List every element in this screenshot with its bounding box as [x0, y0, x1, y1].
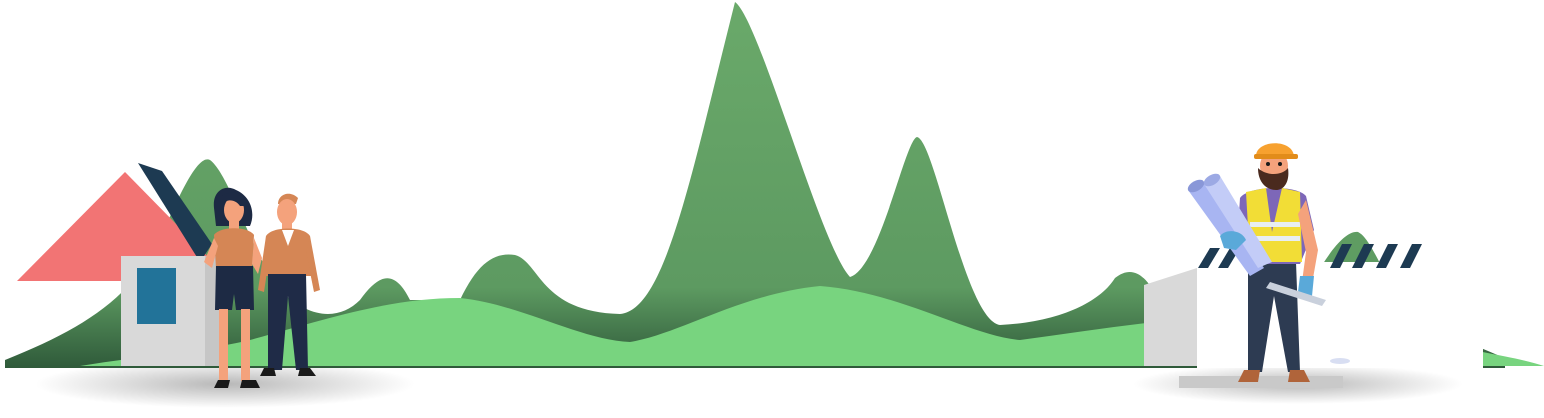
house-illustration [17, 163, 232, 366]
woman-figure [204, 187, 262, 388]
barrier-stripes [1198, 244, 1422, 268]
house-roof-edge [138, 163, 212, 262]
background-hills [5, 2, 1505, 368]
house-roof [17, 172, 232, 281]
couple-illustration [204, 187, 320, 388]
house-window [137, 268, 176, 324]
worker-base-shadow [1179, 376, 1343, 388]
blueprint-rolls [1187, 173, 1272, 276]
barrier-block [1144, 268, 1197, 366]
man-figure [258, 193, 320, 376]
barrier-light [1330, 358, 1350, 364]
house-wall-shade [205, 256, 219, 366]
construction-worker-illustration [1187, 143, 1326, 382]
barrier-board [1197, 262, 1483, 368]
construction-barrier-illustration [1144, 244, 1483, 388]
